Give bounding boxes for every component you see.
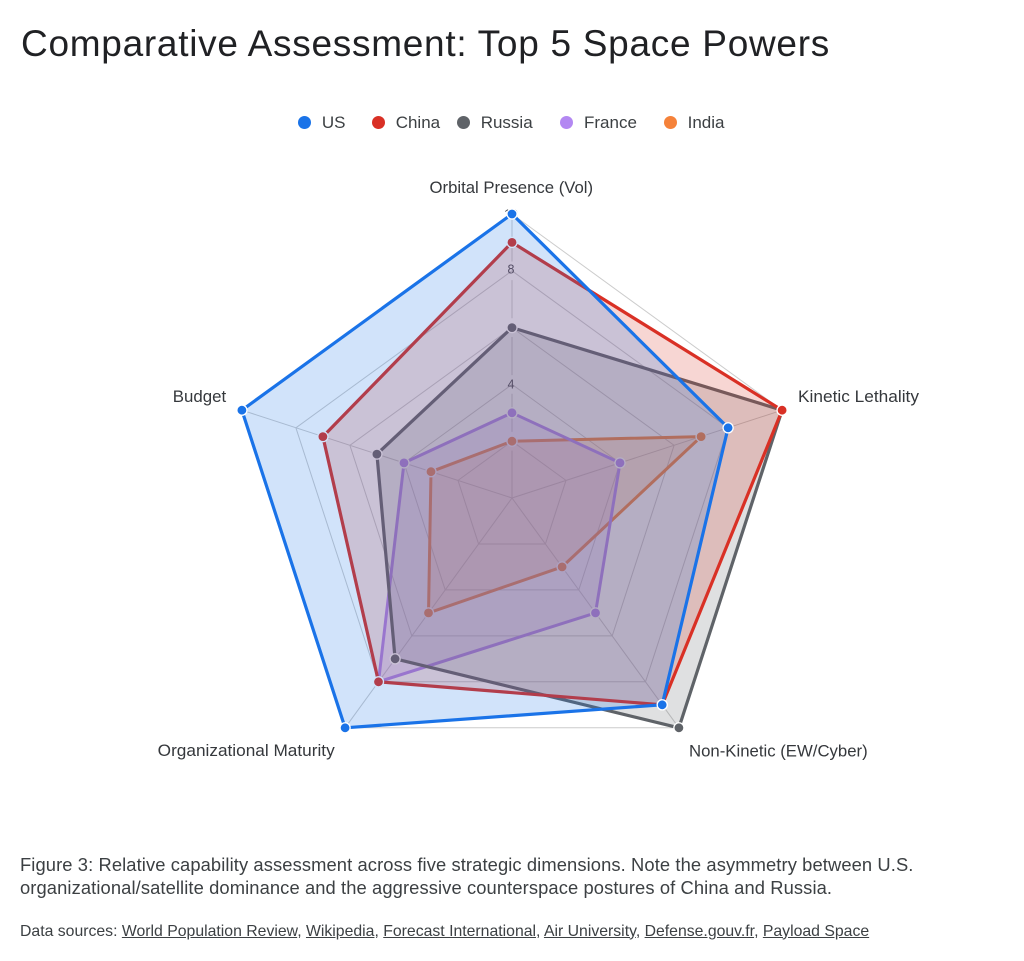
svg-text:Non-Kinetic (EW/Cyber): Non-Kinetic (EW/Cyber) <box>689 742 868 761</box>
svg-text:Organizational Maturity: Organizational Maturity <box>158 741 335 760</box>
svg-text:Orbital Presence (Vol): Orbital Presence (Vol) <box>430 178 594 197</box>
svg-text:Kinetic Lethality: Kinetic Lethality <box>798 387 919 406</box>
svg-text:Budget: Budget <box>173 387 227 406</box>
svg-text:8: 8 <box>508 263 515 277</box>
svg-text:4: 4 <box>508 378 515 392</box>
